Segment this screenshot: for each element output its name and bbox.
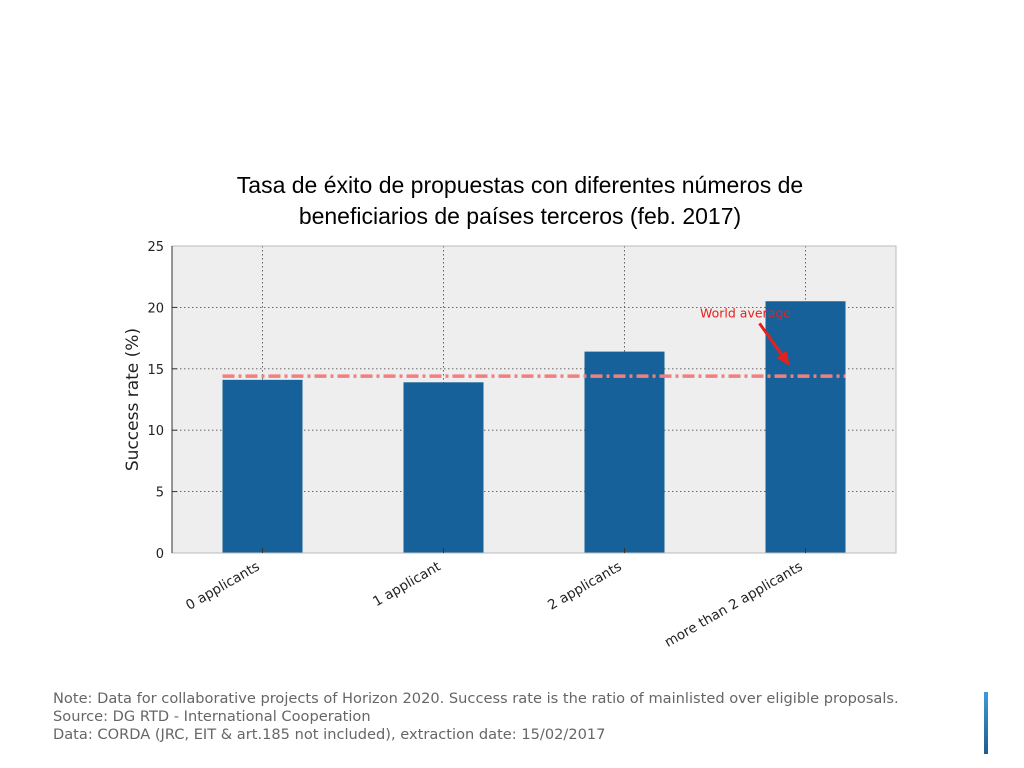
y-tick-label: 25 [147, 240, 164, 255]
bar-3 [765, 301, 846, 553]
y-tick-label: 20 [147, 301, 164, 316]
y-tick-label: 10 [147, 424, 164, 439]
chart-title: Tasa de éxito de propuestas con diferent… [160, 170, 880, 232]
x-tick-label: 1 applicant [370, 559, 443, 611]
footnote-source: Source: DG RTD - International Cooperati… [53, 708, 371, 725]
bar-0 [222, 379, 303, 553]
footnote-data: Data: CORDA (JRC, EIT & art.185 not incl… [53, 726, 606, 743]
bar-1 [403, 382, 484, 553]
accent-bar [984, 692, 988, 754]
world-average-annotation: World average [700, 305, 791, 320]
chart-title-line-1: Tasa de éxito de propuestas con diferent… [236, 172, 804, 198]
y-tick-label: 15 [147, 363, 164, 378]
chart-title-line-2: beneficiarios de países terceros (feb. 2… [298, 203, 742, 229]
annotation-arrow-head [776, 350, 790, 366]
y-axis-label: Success rate (%) [123, 328, 143, 471]
y-tick-label: 0 [156, 547, 164, 562]
footnote-note: Note: Data for collaborative projects of… [53, 690, 899, 707]
x-tick-label: more than 2 applicants [662, 559, 806, 651]
x-tick-label: 0 applicants [183, 559, 262, 614]
footnotes: Note: Data for collaborative projects of… [53, 690, 899, 744]
y-tick-label: 5 [156, 486, 164, 501]
x-tick-label: 2 applicants [545, 559, 624, 614]
bar-2 [584, 351, 665, 553]
